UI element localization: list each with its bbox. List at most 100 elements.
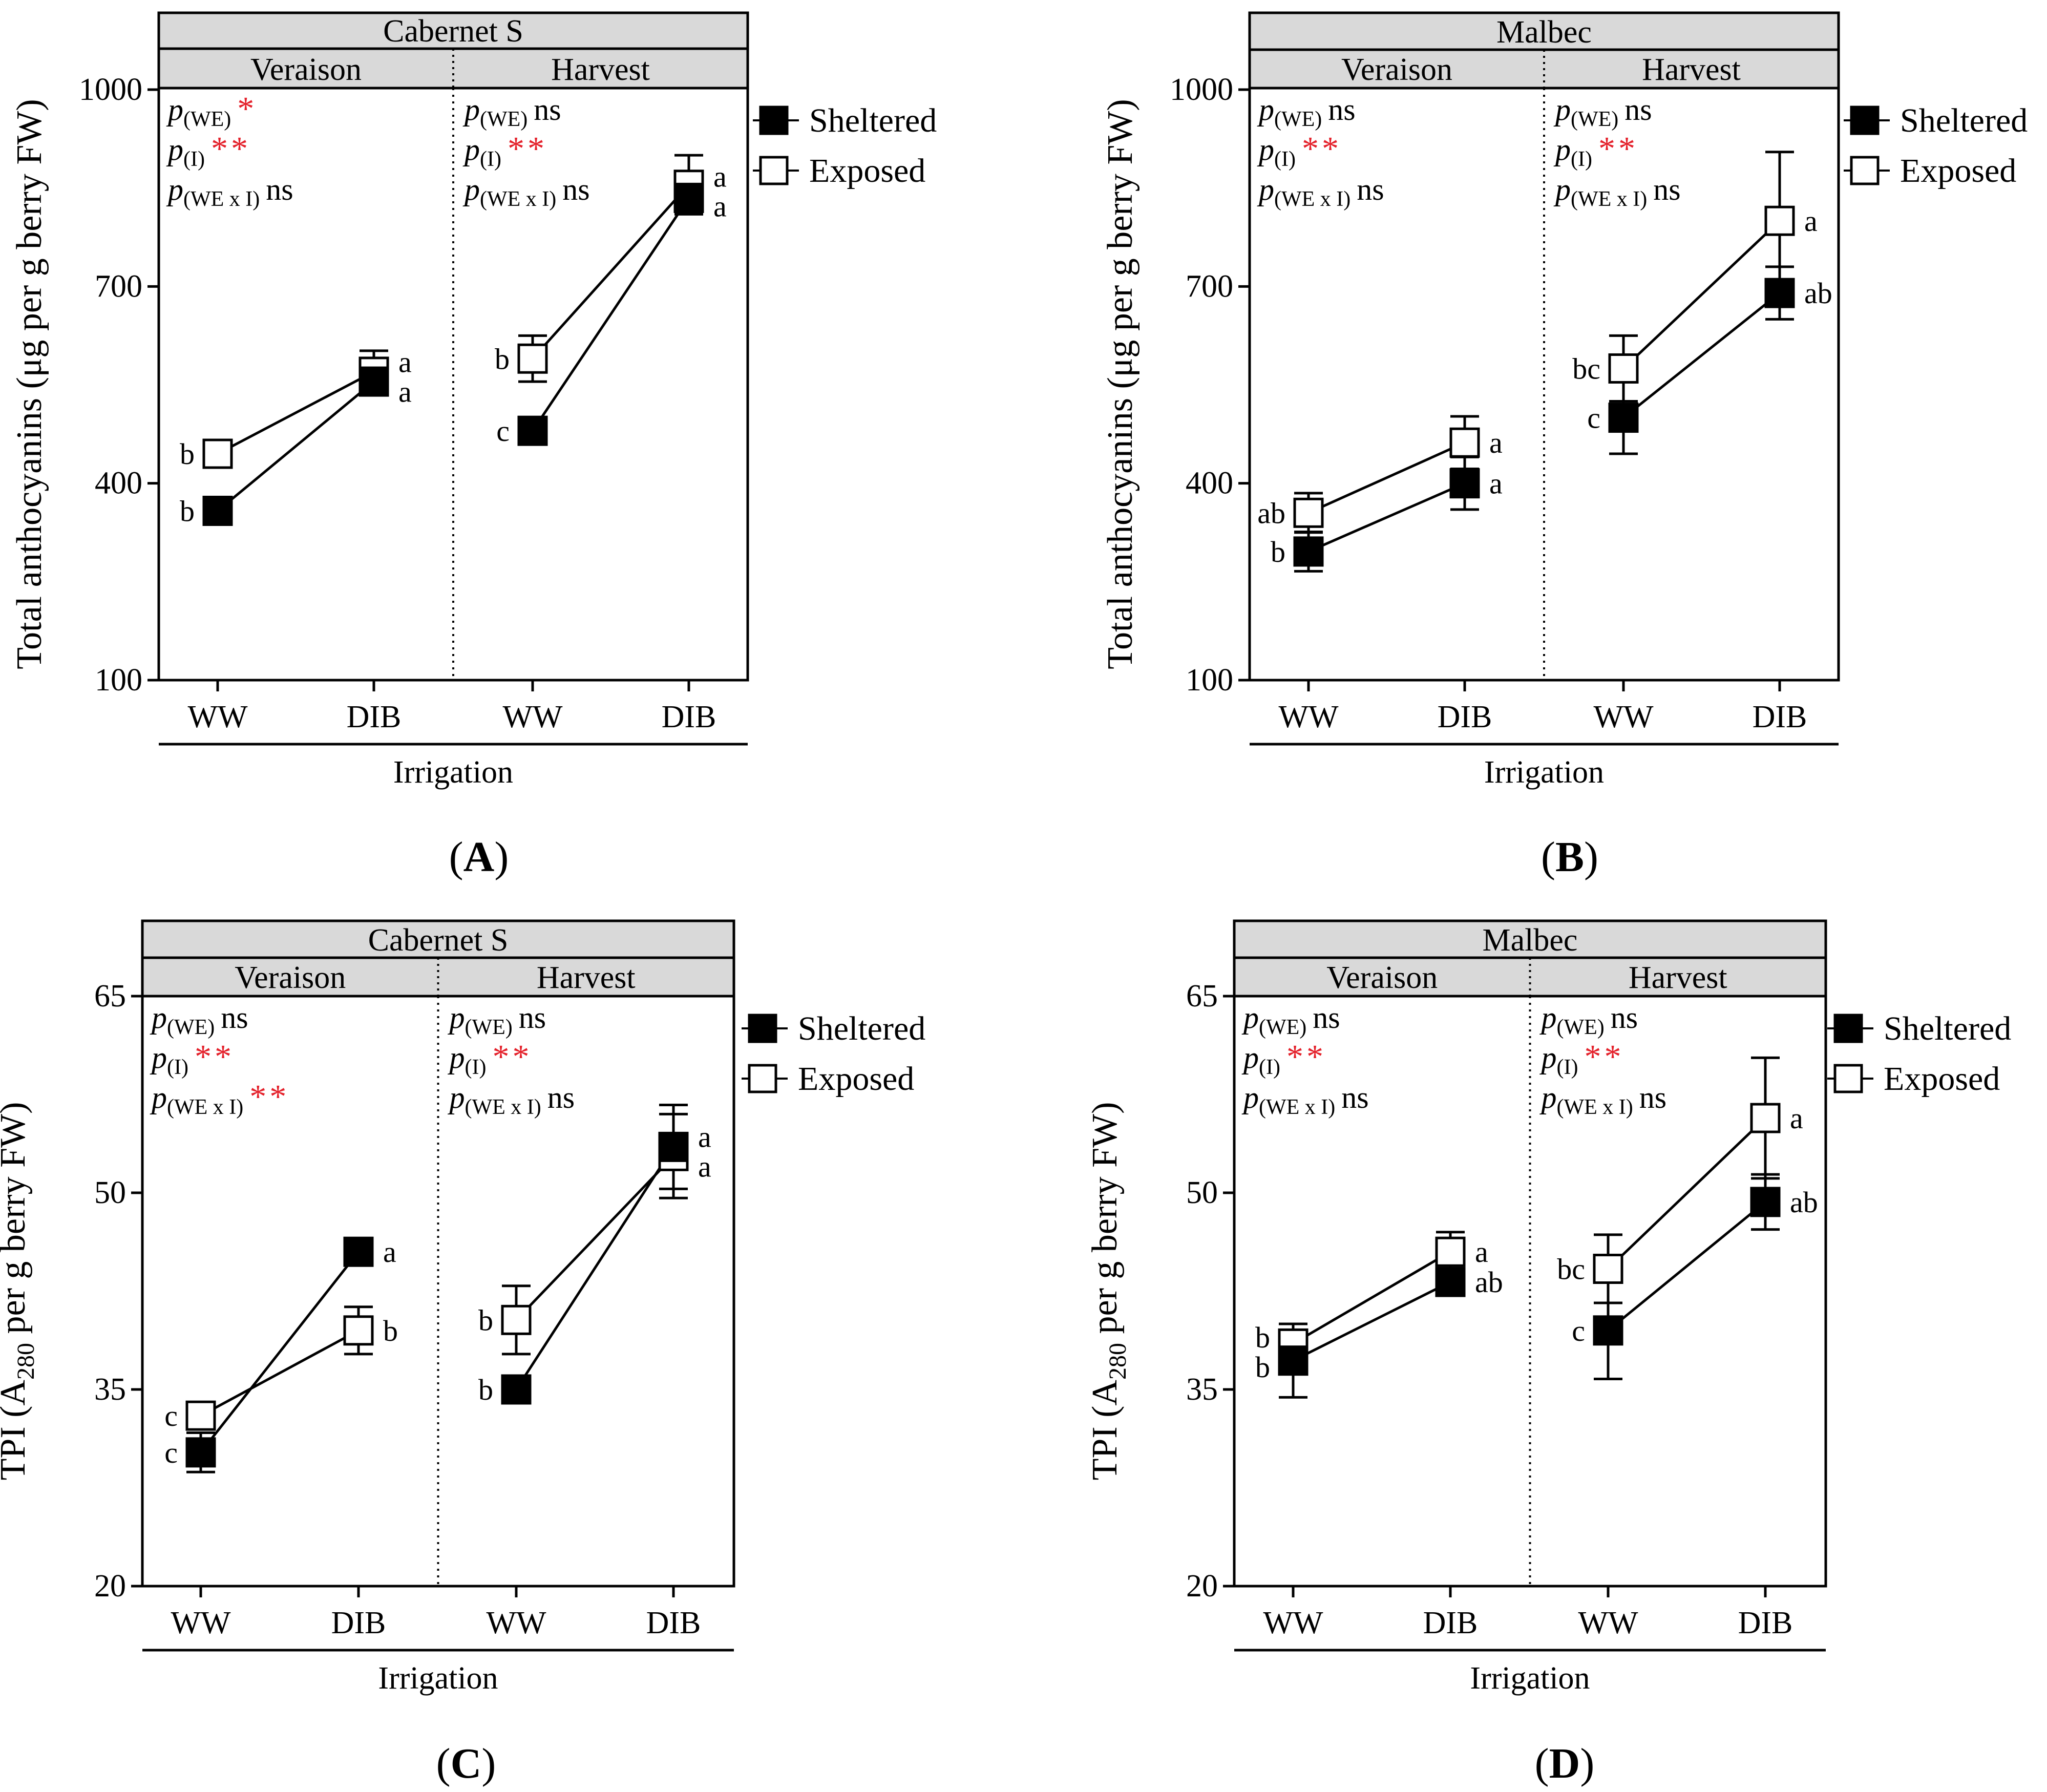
data-point-exposed <box>1608 353 1639 384</box>
significance-letter-exposed: a <box>713 160 727 194</box>
data-point-exposed <box>185 1400 216 1431</box>
stat-p: p <box>1257 173 1274 206</box>
stat-ns: ns <box>562 173 589 206</box>
series-line-sheltered <box>1307 482 1466 553</box>
stat-line: p(WE) * <box>166 90 257 131</box>
y-axis-label-main: TPI (A <box>1085 1380 1125 1481</box>
stat-significance: ** <box>195 1038 235 1076</box>
legend-marker-sheltered <box>759 106 789 135</box>
stat-subscript: (WE x I) <box>1274 187 1350 211</box>
legend-label-sheltered: Sheltered <box>809 102 937 139</box>
stage-label-harvest: Harvest <box>1642 52 1741 87</box>
stat-p: p <box>1539 1041 1557 1074</box>
chart-title: Cabernet S <box>383 14 523 49</box>
stat-ns: ns <box>1357 173 1384 206</box>
significance-letter-exposed: a <box>398 345 412 378</box>
stat-line: p(WE x I) ns <box>462 173 590 211</box>
legend-label-exposed: Exposed <box>1884 1060 2000 1098</box>
legend-label-exposed: Exposed <box>798 1060 914 1098</box>
data-point-sheltered <box>1750 1187 1781 1217</box>
y-tick-label: 700 <box>1186 269 1233 304</box>
series-line-exposed <box>532 184 690 360</box>
stage-label-harvest: Harvest <box>537 960 636 995</box>
stat-line: p(WE x I) ns <box>1241 1081 1369 1119</box>
data-point-sheltered <box>517 415 548 446</box>
y-axis-label: TPI (A280 per g berry FW) <box>1085 1102 1131 1481</box>
legend-marker-sheltered <box>1833 1014 1863 1043</box>
chart-title: Malbec <box>1496 15 1592 50</box>
stat-subscript: (WE) <box>1557 1016 1605 1039</box>
significance-letter-exposed: ab <box>1257 496 1285 530</box>
stat-line: p(I) ** <box>166 130 251 171</box>
stage-label-harvest: Harvest <box>551 52 650 87</box>
stat-subscript: (WE x I) <box>1557 1095 1633 1119</box>
stat-line: p(I) ** <box>150 1038 235 1079</box>
stat-p: p <box>1553 133 1571 166</box>
series-line-sheltered <box>1292 1280 1451 1362</box>
y-axis-label-main: Total anthocyanins (μg per g berry FW) <box>10 99 49 669</box>
data-point-exposed <box>1435 1236 1466 1267</box>
stage-label-harvest: Harvest <box>1629 960 1727 995</box>
stat-subscript: (I) <box>480 147 501 171</box>
data-point-sheltered <box>343 1236 374 1267</box>
stage-label-veraison: Veraison <box>1326 960 1438 995</box>
significance-letter-sheltered: c <box>1572 1314 1585 1347</box>
stat-p: p <box>1257 93 1274 127</box>
chart-title: Malbec <box>1483 923 1578 958</box>
stat-subscript: (WE) <box>1259 1016 1306 1039</box>
chart-panel-B: Malbec Veraison Harvest 100 400 700 1000 WW DIB W… <box>1101 11 2028 790</box>
stat-ns: ns <box>1624 93 1652 127</box>
stat-line: p(I) ** <box>1241 1038 1326 1079</box>
y-axis-label-tail: per g berry FW) <box>1085 1102 1125 1343</box>
stage-label-veraison: Veraison <box>1341 52 1452 87</box>
stat-ns: ns <box>1611 1001 1638 1035</box>
x-tick-label: DIB <box>1438 700 1492 734</box>
y-axis-label-sub: 280 <box>1104 1343 1131 1380</box>
series-line-exposed <box>515 1155 674 1321</box>
y-tick-label: 20 <box>94 1569 126 1604</box>
series-line-sheltered <box>531 197 690 432</box>
data-point-sheltered <box>185 1437 216 1468</box>
significance-letter-exposed: a <box>1790 1102 1803 1135</box>
data-point-exposed <box>517 343 548 374</box>
significance-letter-exposed: c <box>164 1399 178 1432</box>
data-point-exposed <box>343 1315 374 1346</box>
stat-subscript: (I) <box>183 147 205 171</box>
stat-line: p(WE) ns <box>1539 1001 1638 1039</box>
data-point-sheltered <box>1435 1267 1466 1297</box>
x-tick-label: DIB <box>347 700 402 734</box>
legend-marker-exposed <box>1833 1064 1863 1093</box>
plot-frame <box>157 87 749 682</box>
stat-p: p <box>462 133 480 166</box>
y-tick-label: 35 <box>94 1372 126 1407</box>
significance-letter-sheltered: a <box>383 1235 396 1269</box>
data-point-sheltered <box>673 182 704 213</box>
stat-subscript: (WE) <box>167 1016 215 1039</box>
title-box <box>1248 11 1840 51</box>
legend-label-sheltered: Sheltered <box>1900 102 2028 139</box>
stat-significance: ** <box>492 1038 532 1076</box>
legend-marker-sheltered <box>748 1014 777 1043</box>
stat-significance: ** <box>249 1078 289 1115</box>
y-tick-label: 20 <box>1186 1569 1218 1604</box>
significance-letter-sheltered: b <box>1271 535 1285 568</box>
stat-p: p <box>462 93 480 127</box>
stat-ns: ns <box>266 173 293 206</box>
stat-ns: ns <box>547 1081 575 1114</box>
y-axis-label-main: Total anthocyanins (μg per g berry FW) <box>1101 99 1140 669</box>
stat-line: p(I) ** <box>462 130 547 171</box>
significance-letter-sheltered: ab <box>1790 1186 1818 1219</box>
stat-subscript: (I) <box>1274 147 1296 171</box>
stat-subscript: (WE) <box>465 1016 513 1039</box>
stat-ns: ns <box>1341 1081 1368 1114</box>
stat-subscript: (WE x I) <box>1259 1095 1335 1119</box>
stat-line: p(WE x I) ns <box>1539 1081 1667 1119</box>
significance-letter-exposed: b <box>1255 1321 1270 1354</box>
stat-line: p(WE) ns <box>462 93 561 131</box>
significance-letter-sheltered: ab <box>1475 1266 1503 1299</box>
y-axis-label-sub: 280 <box>12 1343 39 1380</box>
chart-panel-C: Cabernet S Veraison Harvest 20 35 50 65 WW DIB WW… <box>0 919 925 1696</box>
stat-line: p(WE) ns <box>1241 1001 1340 1039</box>
legend-label-sheltered: Sheltered <box>798 1010 925 1047</box>
x-tick-label: WW <box>1593 700 1654 734</box>
